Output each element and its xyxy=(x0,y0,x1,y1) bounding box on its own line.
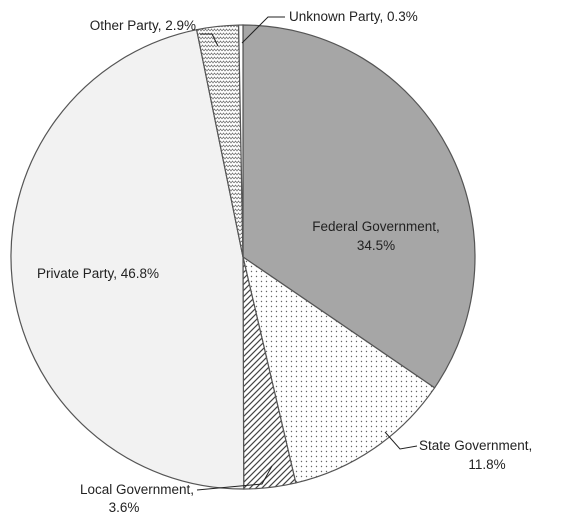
label-private-party: Private Party, 46.8% xyxy=(37,266,159,281)
pie-slice-federal-government xyxy=(242,24,476,389)
label-unknown-party: Unknown Party, 0.3% xyxy=(289,9,418,24)
pie-slice-unknown-party xyxy=(238,24,244,258)
label-state-government: State Government, xyxy=(419,438,532,453)
label-federal-government: Federal Government, xyxy=(312,219,440,234)
leader-local-government xyxy=(196,465,273,491)
leader-state-government xyxy=(384,431,418,450)
pie-slice-state-government xyxy=(242,255,436,484)
label-other-party: Other Party, 2.9% xyxy=(90,18,196,33)
pie-slice-private-party xyxy=(10,28,245,490)
leader-other-party xyxy=(200,33,219,47)
label-local-government-pct: 3.6% xyxy=(109,500,140,515)
label-federal-government-pct: 34.5% xyxy=(357,238,395,253)
label-local-government: Local Government, xyxy=(80,482,194,497)
label-state-government-pct: 11.8% xyxy=(468,457,505,472)
leader-unknown-party xyxy=(241,16,285,44)
